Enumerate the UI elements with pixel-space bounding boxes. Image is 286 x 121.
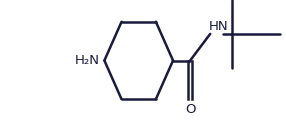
Text: HN: HN [209, 20, 229, 33]
Text: H₂N: H₂N [75, 54, 100, 67]
Text: O: O [185, 103, 195, 116]
